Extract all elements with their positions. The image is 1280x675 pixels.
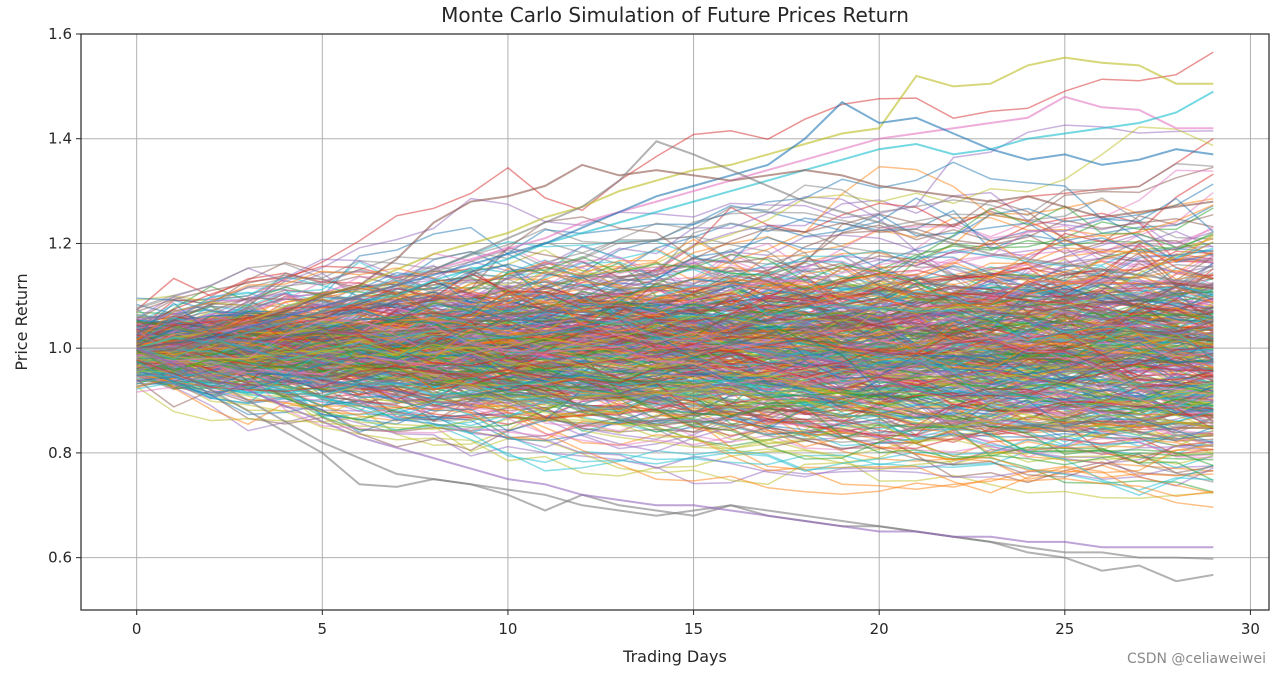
simulation-line [136, 324, 1214, 440]
y-axis-label: Price Return [12, 273, 31, 370]
simulation-line [136, 306, 1214, 354]
x-tick-label: 25 [1055, 620, 1074, 638]
simulation-line [136, 284, 1214, 362]
simulation-line [136, 248, 1214, 337]
y-tick-label: 1.4 [48, 130, 72, 148]
simulation-line [136, 100, 1214, 350]
simulation-line [136, 290, 1214, 376]
simulation-line [136, 360, 1214, 478]
simulation-line [136, 235, 1214, 373]
x-tick-label: 5 [318, 620, 328, 638]
simulation-line [136, 361, 1214, 437]
y-tick-label: 0.8 [48, 444, 72, 462]
x-tick-label: 15 [684, 620, 703, 638]
x-tick-label: 30 [1241, 620, 1260, 638]
plot-frame [80, 33, 1270, 611]
simulation-line [136, 318, 1214, 444]
simulation-line [136, 298, 1214, 432]
simulation-line [136, 347, 1214, 560]
x-tick-label: 0 [132, 620, 142, 638]
simulation-line [136, 243, 1214, 352]
simulation-line [136, 361, 1214, 482]
simulation-line [136, 297, 1214, 361]
x-tick-label: 20 [870, 620, 889, 638]
simulation-line [136, 347, 1214, 549]
simulation-line [136, 163, 1214, 350]
simulation-line [136, 310, 1214, 384]
simulation-line [136, 263, 1214, 343]
simulation-line [136, 371, 1214, 472]
simulation-line [136, 359, 1214, 498]
simulation-line [136, 124, 1214, 319]
simulation-line [136, 360, 1214, 491]
simulation-line [136, 353, 1214, 441]
simulation-line [136, 333, 1214, 474]
chart-title: Monte Carlo Simulation of Future Prices … [441, 3, 909, 27]
simulation-line [136, 303, 1214, 371]
watermark: CSDN @celiaweiwei [1127, 651, 1266, 667]
simulation-line [136, 354, 1214, 401]
simulation-line [136, 260, 1214, 341]
simulation-line [136, 253, 1214, 336]
simulation-line [136, 379, 1214, 500]
simulation-line [136, 140, 1214, 350]
y-tick-label: 1.6 [48, 25, 72, 43]
x-tick-label: 10 [498, 620, 517, 638]
simulation-line [136, 298, 1214, 400]
y-tick-label: 0.6 [48, 549, 72, 567]
simulation-line [136, 349, 1214, 466]
y-tick-label: 1.0 [48, 339, 72, 357]
simulation-line [136, 51, 1214, 331]
simulation-line [136, 354, 1214, 428]
x-axis-label: Trading Days [622, 647, 727, 666]
simulation-line [136, 331, 1214, 444]
simulation-line [136, 282, 1214, 365]
simulation-line [136, 162, 1214, 351]
simulation-line [136, 315, 1214, 362]
y-tick-label: 1.2 [48, 234, 72, 252]
